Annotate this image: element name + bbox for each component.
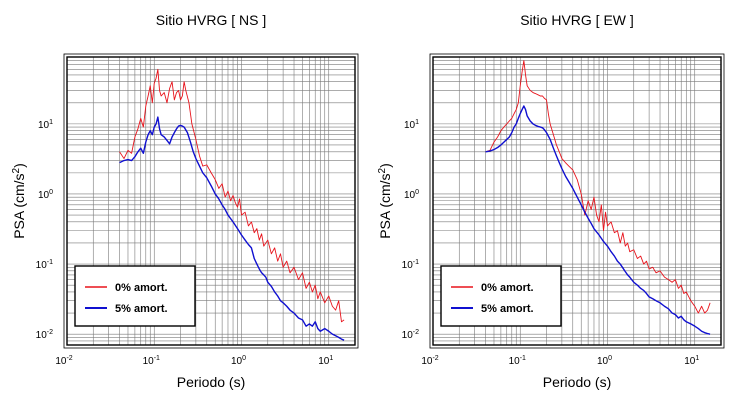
y-tick-label-2: 10-1	[402, 259, 419, 271]
legend-box	[74, 265, 196, 327]
legend-box	[440, 265, 562, 327]
series-line-2	[119, 116, 345, 341]
chart-panel-2: 10-2 10-1 100 101 10-2 10-1 100 101 Sitio HVRG […	[377, 12, 725, 390]
x-tick-label-2: 10-1	[509, 355, 526, 367]
chart-title: Sitio HVRG [ NS ]	[156, 12, 266, 28]
y-tick-label-1: 10-2	[36, 329, 53, 341]
x-axis-label: Periodo (s)	[177, 374, 245, 390]
y-axis-label: PSA (cm/s2)	[11, 163, 27, 239]
x-tick-label-1: 10-2	[55, 355, 72, 367]
x-tick-label-3: 100	[231, 355, 246, 367]
y-tick-label-2: 10-1	[36, 259, 53, 271]
series-line-1	[485, 60, 711, 314]
y-tick-label-3: 100	[404, 189, 419, 201]
legend-label-1: 0% amort.	[481, 282, 534, 294]
series-line-1	[119, 68, 345, 323]
series-line-2	[485, 105, 711, 335]
y-tick-label-4: 101	[38, 119, 53, 131]
legend-label-1: 0% amort.	[115, 282, 168, 294]
y-axis-label: PSA (cm/s2)	[377, 163, 393, 239]
legend-label-2: 5% amort.	[481, 303, 534, 315]
x-tick-label-4: 101	[684, 355, 699, 367]
plot-frame-outer	[63, 53, 359, 349]
x-tick-label-4: 101	[318, 355, 333, 367]
legend: 0% amort. 5% amort.	[74, 265, 196, 327]
chart-panel-1: 10-2 10-1 100 101 10-2 10-1 100 101 Sitio HVRG […	[11, 12, 359, 390]
y-tick-label-3: 100	[38, 189, 53, 201]
legend-label-2: 5% amort.	[115, 303, 168, 315]
chart-title: Sitio HVRG [ EW ]	[520, 12, 634, 28]
legend: 0% amort. 5% amort.	[440, 265, 562, 327]
y-tick-label-1: 10-2	[402, 329, 419, 341]
x-tick-label-1: 10-2	[421, 355, 438, 367]
plot-frame	[432, 56, 722, 346]
x-axis-label: Periodo (s)	[543, 374, 611, 390]
plot-frame-outer	[429, 53, 725, 349]
plot-frame	[66, 56, 356, 346]
y-tick-label-4: 101	[404, 119, 419, 131]
x-tick-label-3: 100	[597, 355, 612, 367]
x-tick-label-2: 10-1	[143, 355, 160, 367]
